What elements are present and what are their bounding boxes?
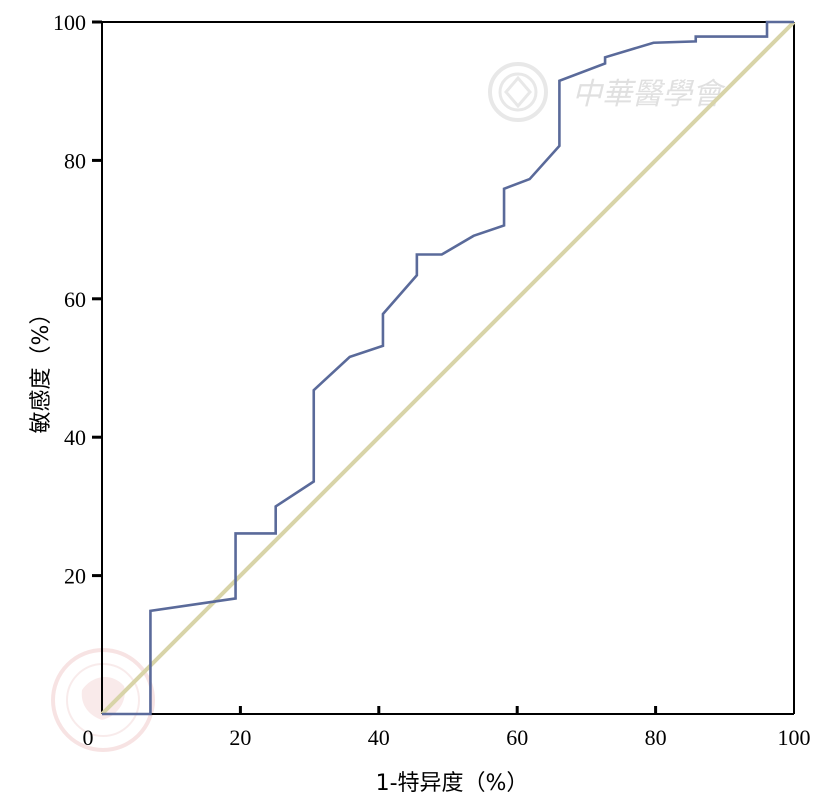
y-tick-label: 20	[64, 564, 86, 589]
y-tick-label: 40	[64, 425, 86, 450]
x-tick-label: 0	[83, 725, 94, 750]
plot-frame	[101, 21, 795, 715]
series-layer	[100, 20, 796, 716]
reference-diagonal-line	[100, 20, 796, 716]
x-axis-title: 1-特异度（%）	[376, 771, 529, 796]
y-axis-title: 敏感度（%）	[29, 303, 54, 434]
x-tick-label: 80	[645, 725, 667, 750]
x-tick-label: 40	[368, 725, 390, 750]
tick-labels: 0 20 40 60 80 100 20 40 60 80 100	[53, 10, 811, 750]
y-tick-label: 100	[53, 10, 86, 35]
watermark-publisher-text: 中華醫學會	[572, 77, 726, 112]
watermark-seal-logo	[488, 62, 548, 122]
axis-ticks	[92, 20, 658, 714]
roc-curve-line	[102, 20, 794, 716]
x-tick-label: 60	[506, 725, 528, 750]
y-tick-label: 80	[64, 148, 86, 173]
x-tick-label: 100	[778, 725, 811, 750]
y-tick-label: 60	[64, 287, 86, 312]
x-tick-label: 20	[229, 725, 251, 750]
